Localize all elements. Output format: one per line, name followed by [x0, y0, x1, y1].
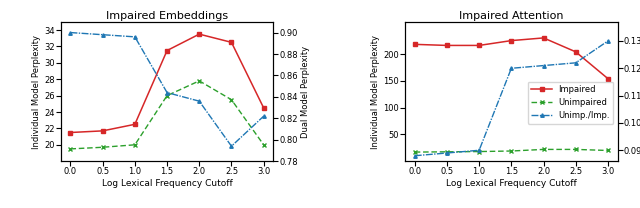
- Legend: Impaired, Unimpaired, Unimp./Imp.: Impaired, Unimpaired, Unimp./Imp.: [528, 82, 613, 124]
- X-axis label: Log Lexical Frequency Cutoff: Log Lexical Frequency Cutoff: [446, 179, 577, 188]
- Y-axis label: Dual Model Perplexity: Dual Model Perplexity: [301, 46, 310, 137]
- X-axis label: Log Lexical Frequency Cutoff: Log Lexical Frequency Cutoff: [102, 179, 232, 188]
- Title: Impaired Attention: Impaired Attention: [459, 11, 564, 21]
- Y-axis label: Individual Model Perplexity: Individual Model Perplexity: [32, 35, 41, 149]
- Title: Impaired Embeddings: Impaired Embeddings: [106, 11, 228, 21]
- Y-axis label: Individual Model Perplexity: Individual Model Perplexity: [371, 35, 380, 149]
